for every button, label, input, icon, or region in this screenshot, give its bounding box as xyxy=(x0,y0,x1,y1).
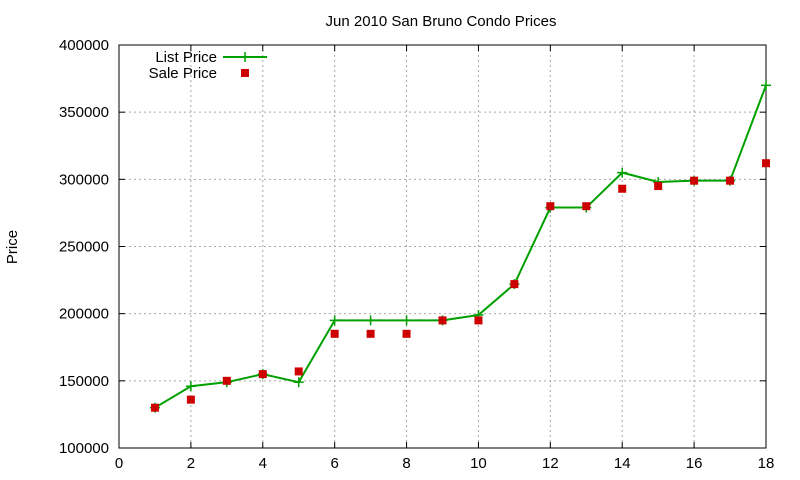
chart-title: Jun 2010 San Bruno Condo Prices xyxy=(326,13,557,30)
list-price-point xyxy=(329,315,340,326)
sale-price-point xyxy=(690,176,699,185)
sale-price-point xyxy=(366,329,375,338)
axis-ticks: 0 2 4 6 8 10 12 14 16 18 100000 150000 200000 250000 3… xyxy=(59,37,774,472)
sale-price-point xyxy=(474,316,483,325)
y-axis-label: Price xyxy=(4,230,21,264)
legend-label: List Price xyxy=(155,49,217,66)
legend-entry: List Price xyxy=(155,49,267,66)
sale-price-point xyxy=(618,184,627,193)
x-tick-label: 2 xyxy=(187,455,195,472)
sale-price-point xyxy=(402,329,411,338)
y-tick-label: 150000 xyxy=(59,373,109,390)
plot-frame xyxy=(118,44,767,449)
x-tick-label: 4 xyxy=(259,455,267,472)
sale-price-point xyxy=(654,182,663,191)
sale-price-point xyxy=(582,202,591,211)
list-price-point xyxy=(185,381,196,392)
sale-price-point xyxy=(258,370,267,379)
x-tick-label: 8 xyxy=(402,455,410,472)
x-tick-label: 18 xyxy=(758,455,775,472)
sale-price-point xyxy=(762,159,770,168)
list-price-point xyxy=(365,315,376,326)
y-tick-label: 200000 xyxy=(59,306,109,323)
sale-price-point xyxy=(330,329,339,338)
x-tick-label: 14 xyxy=(614,455,631,472)
legend-entry: Sale Price xyxy=(149,65,249,82)
x-tick-label: 12 xyxy=(542,455,559,472)
list-price-point xyxy=(761,80,771,91)
sale-price-point xyxy=(222,376,231,385)
sale-price-point xyxy=(150,403,159,412)
sale-price-point xyxy=(510,280,519,289)
y-tick-label: 250000 xyxy=(59,239,109,256)
sale-price-point xyxy=(546,202,555,211)
x-tick-label: 0 xyxy=(115,455,123,472)
x-tick-label: 10 xyxy=(470,455,487,472)
y-tick-label: 400000 xyxy=(59,37,109,54)
sale-price-point xyxy=(726,176,735,185)
y-tick-label: 300000 xyxy=(59,171,109,188)
legend-label: Sale Price xyxy=(149,65,217,82)
list-price-line xyxy=(154,84,767,409)
series-sale-price xyxy=(150,159,770,412)
grid xyxy=(119,45,766,448)
legend-plus-swatch xyxy=(240,52,250,62)
x-tick-label: 16 xyxy=(686,455,703,472)
x-tick-label: 6 xyxy=(330,455,338,472)
sale-price-point xyxy=(294,367,303,376)
y-tick-label: 350000 xyxy=(59,104,109,121)
legend-square-swatch xyxy=(241,69,249,77)
data-series xyxy=(149,80,771,413)
list-price-point xyxy=(293,377,304,388)
sale-price-point xyxy=(438,316,447,325)
sale-price-point xyxy=(186,395,195,404)
list-price-point xyxy=(617,167,628,178)
y-tick-label: 100000 xyxy=(59,440,109,457)
list-price-point xyxy=(401,315,412,326)
